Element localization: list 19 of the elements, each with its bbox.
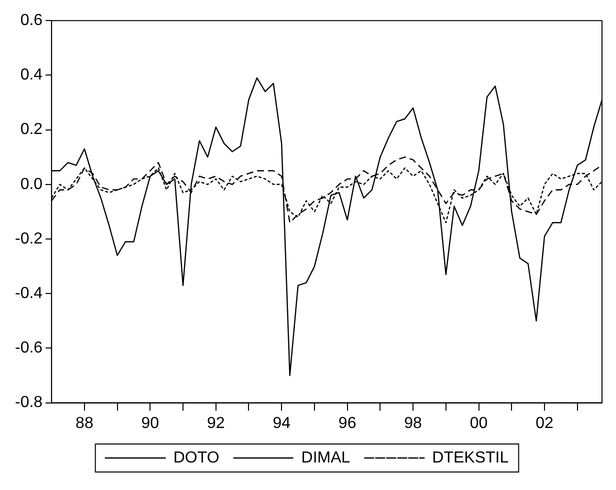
x-tick-label: 02 [536, 414, 554, 432]
y-tick-label: 0.6 [20, 12, 43, 30]
legend-label: DOTO [173, 449, 220, 466]
legend-label: DTEKSTIL [432, 449, 509, 466]
legend-label: DIMAL [301, 449, 350, 466]
x-tick-label: 92 [206, 414, 225, 432]
y-tick-label: -0.2 [14, 230, 43, 248]
y-tick-label: 0.0 [20, 176, 43, 193]
y-tick-label: 0.4 [20, 66, 43, 84]
y-tick-label: -0.8 [14, 394, 43, 412]
x-tick-label: 94 [272, 414, 291, 432]
y-tick-label: -0.4 [14, 285, 43, 302]
x-tick-label: 98 [404, 414, 422, 432]
x-tick-label: 88 [76, 414, 94, 432]
y-tick-label: 0.2 [20, 121, 43, 138]
x-tick-label: 00 [470, 414, 488, 432]
x-tick-label: 96 [338, 414, 356, 432]
y-tick-label: -0.6 [14, 340, 43, 357]
x-tick-label: 90 [141, 414, 160, 432]
